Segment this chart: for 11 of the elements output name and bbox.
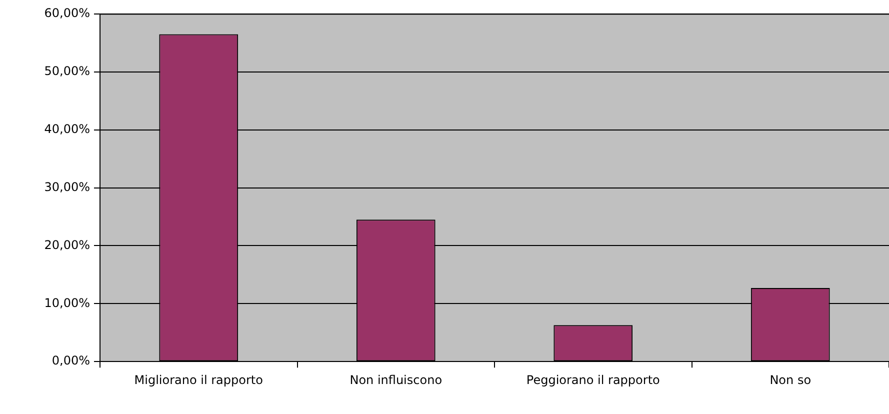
x-tick-label: Peggiorano il rapporto [526,372,660,387]
x-tick-label: Non so [770,372,812,387]
x-tick-label: Non influiscono [350,372,442,387]
y-tick-label: 50,00% [44,64,90,78]
y-tick-label: 30,00% [44,180,90,194]
y-tick-label: 40,00% [44,122,90,136]
y-tick-label: 10,00% [44,296,90,310]
y-tick-label: 0,00% [52,354,90,368]
y-tick-label: 60,00% [44,6,90,20]
y-tick-label: 20,00% [44,238,90,252]
x-tick-label: Migliorano il rapporto [134,372,263,387]
